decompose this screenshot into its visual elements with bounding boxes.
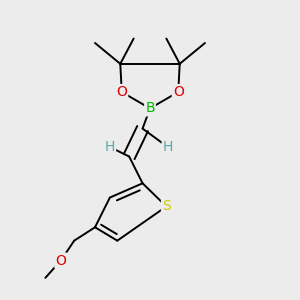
Text: O: O: [56, 254, 66, 268]
Text: S: S: [162, 200, 171, 214]
Text: O: O: [116, 85, 127, 99]
Text: O: O: [173, 85, 184, 99]
Text: H: H: [163, 140, 173, 154]
Text: B: B: [145, 101, 155, 116]
Text: H: H: [105, 140, 115, 154]
